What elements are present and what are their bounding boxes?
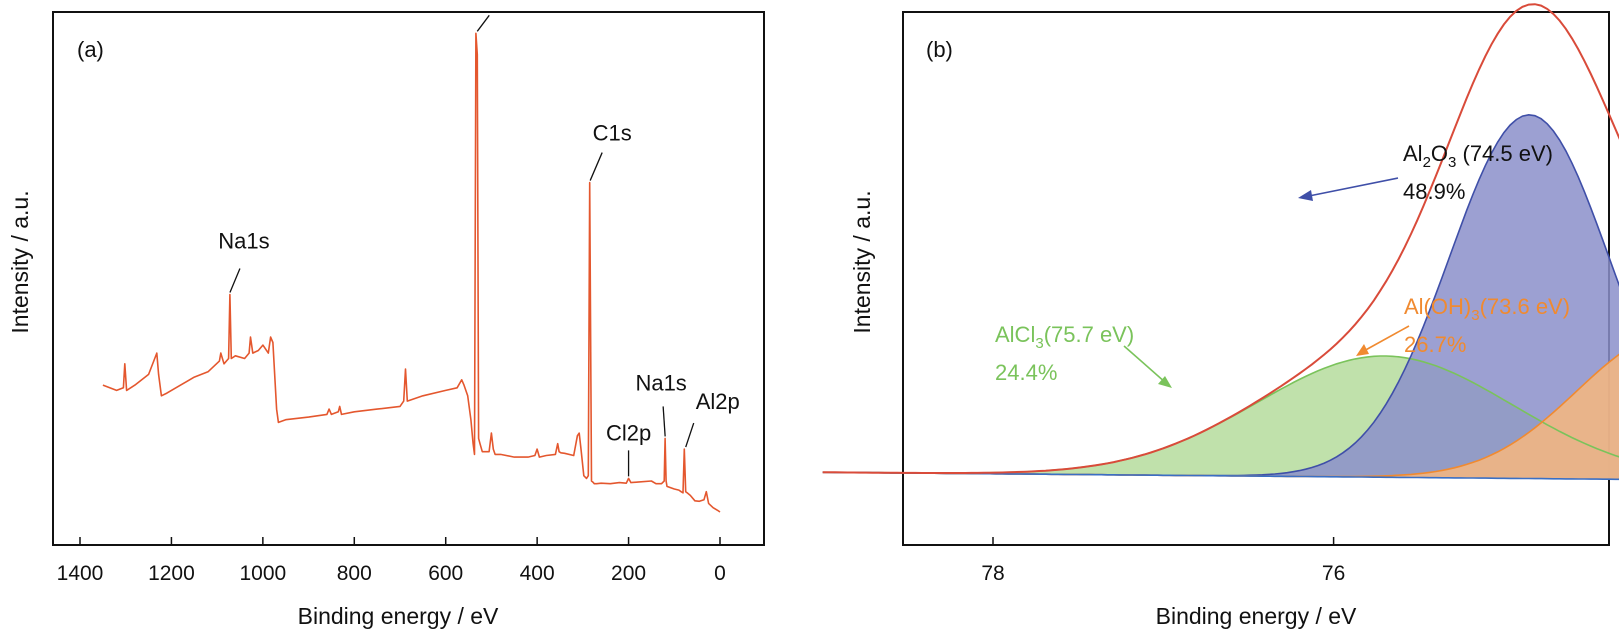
panel-a-x-tick-label: 1000 <box>239 562 286 585</box>
aloh3-arrowhead <box>1356 344 1369 356</box>
baseline-line <box>822 471 1619 481</box>
peak-leader-line <box>229 268 241 293</box>
component-percent: 26.7% <box>1404 332 1466 357</box>
survey-spectrum-panel: (a) 1400 1200 1000 800 600 400 200 0 O1s C1s Na1s… <box>7 0 765 629</box>
peak-label: O1s <box>477 0 517 4</box>
panel-b-series <box>822 3 1619 481</box>
peak-label: Na1s <box>635 370 686 395</box>
component-percent: 24.4% <box>995 360 1057 385</box>
panel-a-x-tick-label: 1200 <box>148 562 195 585</box>
panel-b-x-tick-label: 76 <box>1322 562 1345 585</box>
envelope-line <box>822 3 1619 474</box>
panel-a-x-tick-label: 1400 <box>57 562 104 585</box>
alcl3-arrow <box>1123 345 1167 384</box>
peak-label: Cl2p <box>606 420 651 445</box>
panel-a-frame <box>52 11 765 546</box>
panel-a-x-title: Binding energy / eV <box>298 603 499 629</box>
component-label: Al2O3 (74.5 eV) <box>1403 141 1553 171</box>
panel-a-x-tick-label: 800 <box>337 562 372 585</box>
panel-a-x-tick-label: 200 <box>611 562 646 585</box>
component-label: AlCl3(75.7 eV) <box>995 322 1134 352</box>
peak-leader-line <box>476 14 490 32</box>
panel-b-x-tick-label: 78 <box>981 562 1004 585</box>
peak-label: Al2p <box>696 389 740 414</box>
panel-a-y-title: Intensity / a.u. <box>7 190 33 333</box>
peak-leader-line <box>685 422 695 448</box>
peak-label: Na1s <box>218 228 269 253</box>
component-fill <box>822 354 1619 480</box>
peak-leader-line <box>589 152 603 181</box>
al2o3-arrowhead <box>1298 190 1313 201</box>
panel-a-label: (a) <box>77 37 104 62</box>
survey-spectrum-line <box>102 32 721 513</box>
panel-a-peak-labels: O1s C1s Na1s Na1s Cl2p Al2p <box>218 0 740 477</box>
aloh3-arrow <box>1361 325 1410 353</box>
al2o3-arrow <box>1303 177 1399 198</box>
panel-b-component-labels: Al2O3 (74.5 eV) 48.9% AlCl3(75.7 eV) 24.4% A… <box>995 141 1570 388</box>
peak-label: C1s <box>593 121 632 146</box>
component-percent: 48.9% <box>1403 179 1465 204</box>
panel-a-x-tick-label: 400 <box>520 562 555 585</box>
alcl3-arrowhead <box>1158 376 1172 388</box>
panel-b-component-fills <box>822 114 1619 480</box>
panel-b-x-ticks: 78767472 <box>981 537 1345 585</box>
panel-a-x-ticks: 1400 1200 1000 800 600 400 200 0 <box>57 537 726 585</box>
panel-b-y-title: Intensity / a.u. <box>849 190 875 333</box>
component-label: Al(OH)3(73.6 eV) <box>1404 294 1570 324</box>
component-fill <box>822 114 1619 480</box>
panel-a-x-tick-label: 600 <box>428 562 463 585</box>
panel-b-label: (b) <box>926 37 953 62</box>
panel-b-x-title: Binding energy / eV <box>1156 603 1357 629</box>
al2p-spectrum-panel: (b) 78767472 Al2O3 (74.5 eV)48.9%AlCl3(7… <box>822 3 1619 629</box>
panel-a-x-tick-label: 0 <box>714 562 726 585</box>
panel-a-series <box>102 32 721 513</box>
peak-leader-line <box>662 406 666 437</box>
